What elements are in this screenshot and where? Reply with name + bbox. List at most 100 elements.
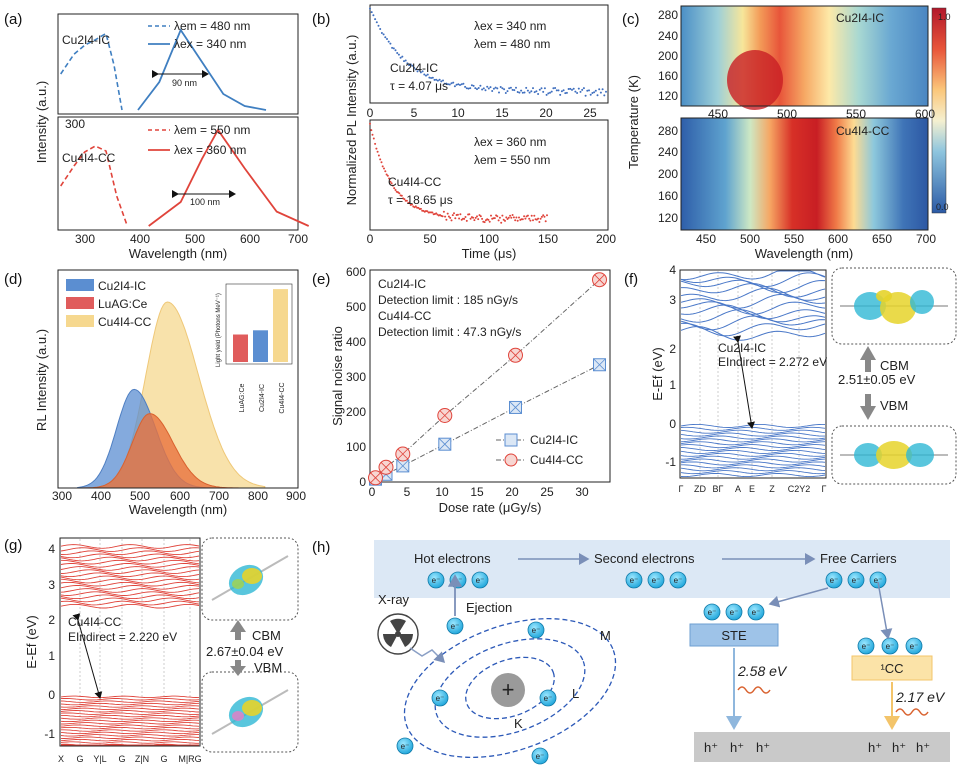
b-bottom-decay-point — [515, 217, 517, 219]
h-hole: h⁺ — [916, 740, 930, 755]
electron-label: e⁻ — [476, 576, 485, 585]
b-top-decay-point — [485, 89, 487, 91]
f-ytick: 2 — [669, 342, 676, 356]
b-bottom-decay-point — [457, 214, 459, 216]
b-bottom-decay-point — [449, 217, 451, 219]
f-kpt: C2Y2 — [788, 484, 811, 494]
e-xtick: 0 — [369, 485, 376, 499]
b-top-decay-point — [498, 92, 500, 94]
b-top-decay-point — [541, 87, 543, 89]
h-cc: ¹CC — [880, 661, 903, 676]
g-valence-band — [61, 713, 199, 715]
b-bottom-decay-point — [452, 214, 454, 216]
g-conduction-band — [61, 589, 199, 593]
c-ytick: 200 — [658, 49, 678, 63]
b-bottom-decay-point — [476, 215, 478, 217]
b-top-decay-point — [605, 91, 607, 93]
b-bottom-decay-point — [379, 158, 381, 160]
electron-label: e⁻ — [401, 742, 410, 751]
b-top-decay-point — [512, 89, 514, 91]
g-valence-band — [61, 725, 199, 726]
f-kpt: ZD — [694, 484, 706, 494]
b-top-decay-point — [457, 83, 459, 85]
h-xray-arrow — [410, 648, 444, 662]
b-top-decay-point — [501, 87, 503, 89]
b-top-xtick: 25 — [583, 106, 597, 120]
electron-label: e⁻ — [432, 576, 441, 585]
c-top-xtick: 550 — [846, 107, 866, 121]
b-top-decay-point — [597, 94, 599, 96]
a-top-em: λem = 480 nm — [174, 19, 250, 33]
h-hot: Hot electrons — [414, 551, 491, 566]
b-top-decay-point — [398, 54, 400, 56]
b-top-decay-point — [568, 88, 570, 90]
b-top-decay-point — [566, 92, 568, 94]
b-bottom-decay-point — [533, 215, 535, 217]
f-ytick: 4 — [669, 263, 676, 277]
d-inset-bar-luagce — [233, 335, 248, 363]
b-bottom-decay-point — [499, 217, 501, 219]
h-holes-left: h⁺ h⁺ h⁺ — [704, 740, 770, 755]
electron-label: e⁻ — [886, 642, 895, 651]
b-top-decay-point — [529, 92, 531, 94]
b-top-decay-point — [593, 91, 595, 93]
electron-label: e⁻ — [532, 626, 541, 635]
b-top-decay-point — [595, 90, 597, 92]
b-top-decay-point — [384, 36, 386, 38]
b-top-decay-point — [493, 88, 495, 90]
b-bottom-decay-point — [510, 217, 512, 219]
b-top-decay-point — [483, 87, 485, 89]
f-kpt: Γ — [679, 484, 684, 494]
d-inset-bar-cu2i4-ic — [253, 330, 268, 362]
panel-c-label: (c) — [622, 11, 640, 28]
b-top-decay-point — [454, 85, 456, 87]
radiation-icon — [378, 614, 418, 654]
b-top-decay-point — [391, 47, 393, 49]
e-yticks: 0 100 200 300 400 500 600 — [346, 265, 366, 489]
b-top-decay-point — [469, 87, 471, 89]
e-legend-1: Cu4I4-CC — [530, 453, 584, 467]
b-top-decay-point — [580, 91, 582, 93]
f-kpoints: Γ ZD BΓ A E Z C2Y2 Γ — [679, 484, 827, 494]
f-up-arrow-icon — [860, 346, 876, 360]
c-bottom-heatmap — [681, 118, 928, 230]
d-legend-swatch-0 — [66, 279, 94, 291]
b-top-decay-point — [510, 87, 512, 89]
b-bottom-decay-point — [465, 216, 467, 218]
d-xtick: 900 — [286, 489, 306, 503]
b-bottom-decay-point — [383, 168, 385, 170]
g-yticks: 4 3 2 1 0 -1 — [44, 542, 55, 741]
b-top-xtick: 15 — [495, 106, 509, 120]
b-top-decay-point — [378, 25, 380, 27]
h-hole: h⁺ — [756, 740, 770, 755]
b-top-decay-point — [486, 86, 488, 88]
a-bottom-xticks: 300 400 500 600 700 — [75, 232, 308, 246]
g-valence-band — [61, 703, 199, 705]
a-xtick: 400 — [130, 232, 150, 246]
b-ylabel: Normalized PL Intensity (a.u.) — [344, 35, 359, 206]
b-bottom-decay-point — [546, 214, 548, 216]
b-top-tau: τ = 4.07 μs — [390, 79, 448, 93]
b-top-decay-point — [583, 87, 585, 89]
e-ytick: 100 — [346, 440, 366, 454]
b-bottom-decay-point — [528, 218, 530, 220]
b-top-decay-point — [578, 88, 580, 90]
f-ytick: 0 — [669, 417, 676, 431]
g-up-arrow-stem — [235, 632, 241, 640]
f-kpt: E — [749, 484, 755, 494]
panel-c: (c) Cu2I4-IC Cu4I4-CC 1.0 0.0 280 240 20… — [622, 6, 951, 261]
b-top-decay-point — [452, 82, 454, 84]
b-bottom-decay-point — [443, 211, 445, 213]
b-bottom-decay-point — [442, 215, 444, 217]
f-cbm: CBM — [880, 358, 909, 373]
b-bottom-decay-point — [453, 212, 455, 214]
d-inset-bar-cu4i4-cc — [273, 289, 288, 362]
c-ytick: 120 — [658, 89, 678, 103]
c-ylabel: Temperature (K) — [626, 75, 641, 169]
h-shell-m-label: M — [600, 628, 611, 643]
g-valence-band — [61, 720, 199, 721]
d-legend-1: LuAG:Ce — [98, 297, 148, 311]
g-conduction-band — [61, 551, 199, 555]
h-hole: h⁺ — [868, 740, 882, 755]
b-bottom-decay-point — [370, 129, 372, 131]
